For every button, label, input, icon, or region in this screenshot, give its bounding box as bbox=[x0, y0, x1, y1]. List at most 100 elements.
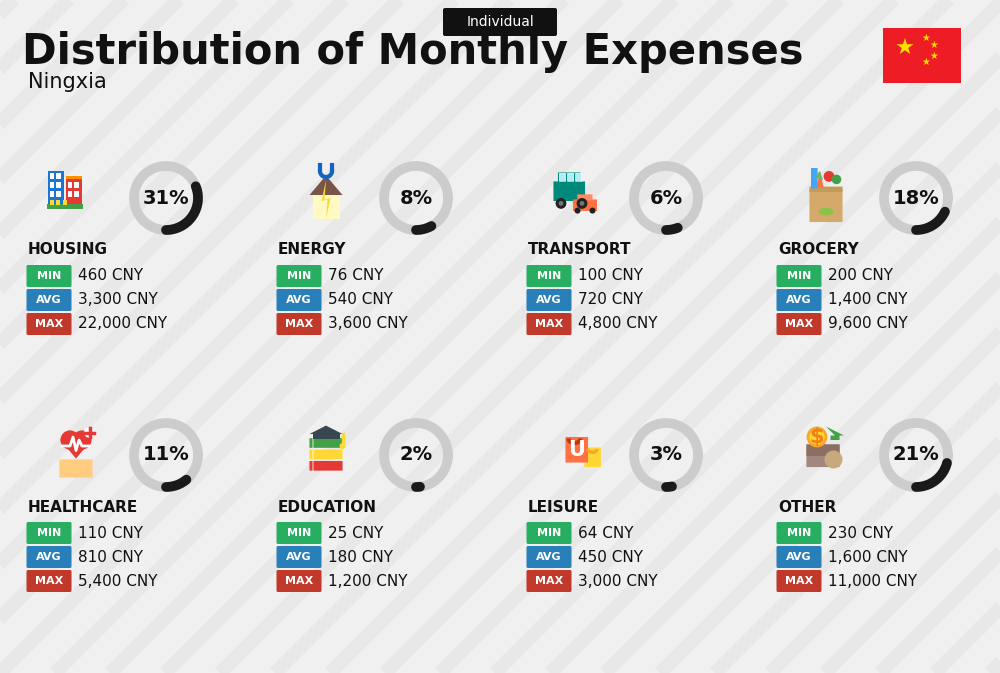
Text: 4,800 CNY: 4,800 CNY bbox=[578, 316, 658, 332]
Text: ENERGY: ENERGY bbox=[278, 242, 347, 258]
Bar bbox=[883, 28, 961, 83]
FancyBboxPatch shape bbox=[309, 461, 343, 470]
Text: 6%: 6% bbox=[649, 188, 683, 207]
Text: ★: ★ bbox=[929, 40, 938, 50]
Bar bbox=[312, 438, 314, 448]
FancyBboxPatch shape bbox=[309, 438, 343, 448]
Text: 1,400 CNY: 1,400 CNY bbox=[828, 293, 908, 308]
FancyBboxPatch shape bbox=[526, 570, 572, 592]
Bar bbox=[56, 191, 61, 197]
Polygon shape bbox=[815, 171, 823, 180]
Bar bbox=[50, 174, 54, 180]
FancyBboxPatch shape bbox=[526, 289, 572, 311]
Circle shape bbox=[72, 431, 92, 450]
Text: GROCERY: GROCERY bbox=[778, 242, 859, 258]
Text: MIN: MIN bbox=[37, 271, 61, 281]
Bar bbox=[312, 461, 314, 470]
Text: 3,300 CNY: 3,300 CNY bbox=[78, 293, 158, 308]
Text: 460 CNY: 460 CNY bbox=[78, 269, 143, 283]
Bar bbox=[50, 199, 54, 205]
Polygon shape bbox=[61, 441, 91, 458]
Text: LEISURE: LEISURE bbox=[528, 499, 599, 514]
Text: AVG: AVG bbox=[536, 552, 562, 562]
FancyBboxPatch shape bbox=[526, 546, 572, 568]
Bar bbox=[66, 176, 82, 179]
Circle shape bbox=[340, 443, 346, 449]
FancyBboxPatch shape bbox=[776, 546, 822, 568]
Text: 450 CNY: 450 CNY bbox=[578, 549, 643, 565]
Text: AVG: AVG bbox=[536, 295, 562, 305]
Bar bbox=[74, 182, 79, 188]
Text: AVG: AVG bbox=[286, 295, 312, 305]
Circle shape bbox=[824, 171, 834, 182]
FancyBboxPatch shape bbox=[558, 172, 581, 182]
Circle shape bbox=[590, 207, 596, 213]
Circle shape bbox=[556, 198, 566, 209]
Circle shape bbox=[832, 174, 841, 184]
FancyBboxPatch shape bbox=[577, 194, 593, 201]
FancyBboxPatch shape bbox=[809, 186, 843, 192]
FancyBboxPatch shape bbox=[776, 522, 822, 544]
Circle shape bbox=[580, 201, 584, 206]
FancyBboxPatch shape bbox=[26, 570, 72, 592]
Text: MIN: MIN bbox=[287, 271, 311, 281]
FancyBboxPatch shape bbox=[526, 313, 572, 335]
Text: AVG: AVG bbox=[36, 552, 62, 562]
FancyBboxPatch shape bbox=[776, 570, 822, 592]
Bar bbox=[68, 190, 72, 197]
FancyBboxPatch shape bbox=[276, 522, 322, 544]
Text: MAX: MAX bbox=[35, 319, 63, 329]
Bar bbox=[56, 182, 61, 188]
FancyBboxPatch shape bbox=[59, 460, 93, 478]
Polygon shape bbox=[310, 176, 342, 195]
FancyBboxPatch shape bbox=[26, 522, 72, 544]
Text: 180 CNY: 180 CNY bbox=[328, 549, 393, 565]
Text: 18%: 18% bbox=[893, 188, 939, 207]
Text: MIN: MIN bbox=[537, 271, 561, 281]
FancyBboxPatch shape bbox=[26, 289, 72, 311]
Text: 5,400 CNY: 5,400 CNY bbox=[78, 573, 158, 588]
Circle shape bbox=[574, 207, 580, 213]
Text: Ningxia: Ningxia bbox=[28, 72, 107, 92]
Text: 540 CNY: 540 CNY bbox=[328, 293, 393, 308]
Text: MAX: MAX bbox=[535, 576, 563, 586]
Text: MAX: MAX bbox=[785, 576, 813, 586]
FancyBboxPatch shape bbox=[276, 313, 322, 335]
Text: MIN: MIN bbox=[787, 271, 811, 281]
FancyBboxPatch shape bbox=[26, 265, 72, 287]
Text: MIN: MIN bbox=[287, 528, 311, 538]
FancyBboxPatch shape bbox=[276, 570, 322, 592]
FancyBboxPatch shape bbox=[276, 289, 322, 311]
Bar bbox=[63, 199, 67, 205]
Text: ★: ★ bbox=[922, 57, 930, 67]
Polygon shape bbox=[826, 427, 844, 440]
Ellipse shape bbox=[818, 208, 834, 215]
Text: MAX: MAX bbox=[285, 576, 313, 586]
Text: 25 CNY: 25 CNY bbox=[328, 526, 383, 540]
FancyBboxPatch shape bbox=[776, 313, 822, 335]
FancyBboxPatch shape bbox=[811, 168, 818, 188]
FancyBboxPatch shape bbox=[443, 8, 557, 36]
Text: ★: ★ bbox=[929, 50, 938, 61]
FancyBboxPatch shape bbox=[573, 199, 597, 211]
Text: MIN: MIN bbox=[37, 528, 61, 538]
FancyBboxPatch shape bbox=[559, 174, 566, 181]
FancyBboxPatch shape bbox=[806, 444, 840, 467]
Text: AVG: AVG bbox=[286, 552, 312, 562]
FancyBboxPatch shape bbox=[809, 189, 843, 222]
Text: ★: ★ bbox=[922, 33, 930, 43]
Polygon shape bbox=[322, 180, 330, 219]
Text: 1,200 CNY: 1,200 CNY bbox=[328, 573, 408, 588]
FancyBboxPatch shape bbox=[584, 448, 601, 467]
FancyBboxPatch shape bbox=[526, 265, 572, 287]
Text: $: $ bbox=[810, 427, 824, 447]
FancyBboxPatch shape bbox=[309, 450, 343, 459]
Bar bbox=[50, 191, 54, 197]
FancyBboxPatch shape bbox=[776, 289, 822, 311]
Text: AVG: AVG bbox=[786, 295, 812, 305]
FancyBboxPatch shape bbox=[553, 182, 585, 201]
Text: U: U bbox=[568, 441, 585, 460]
Bar bbox=[56, 174, 61, 180]
Text: 3,000 CNY: 3,000 CNY bbox=[578, 573, 658, 588]
Bar bbox=[50, 182, 54, 188]
